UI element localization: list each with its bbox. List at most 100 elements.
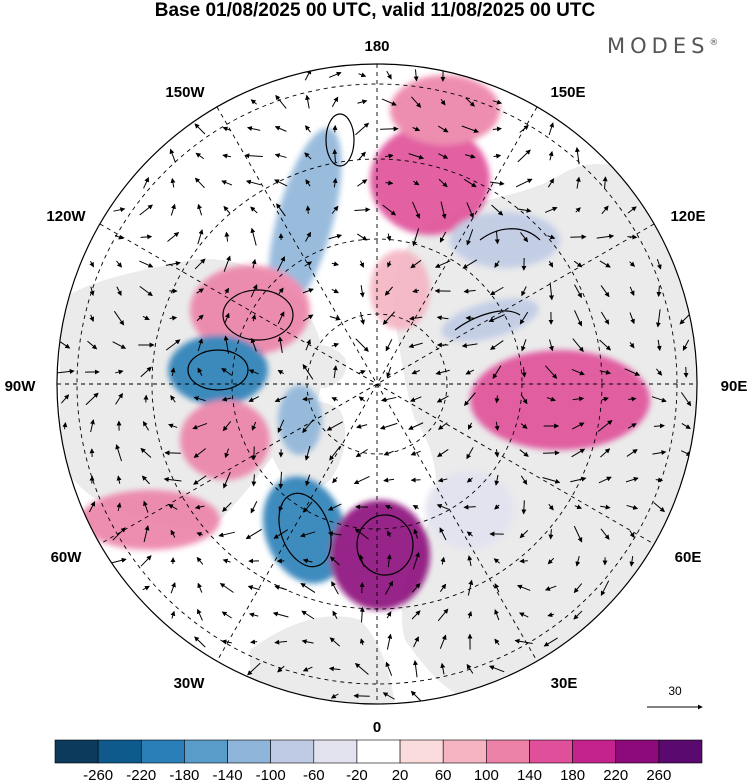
wind-vector <box>380 396 397 403</box>
wind-vector <box>656 368 663 376</box>
colorbar-label: -60 <box>303 767 325 783</box>
wind-vector <box>169 148 176 163</box>
wind-vector <box>273 529 289 539</box>
meridian-120w-60e <box>99 223 655 545</box>
wind-vector <box>112 557 127 564</box>
wind-vector <box>331 288 339 294</box>
wind-vector <box>629 286 635 296</box>
wind-vector <box>302 666 313 672</box>
wind-vector <box>218 531 235 538</box>
wind-vector <box>115 392 123 405</box>
wind-vector <box>304 445 311 461</box>
wind-vector <box>305 338 311 351</box>
wind-vector <box>574 504 583 510</box>
wind-vector <box>544 206 558 213</box>
colorbar-swatch <box>615 739 660 764</box>
wind-vector <box>629 530 635 539</box>
wind-vector <box>222 421 232 432</box>
wind-vector <box>519 558 528 564</box>
wind-vector <box>193 396 206 402</box>
wind-vector <box>547 557 555 565</box>
wind-vector <box>571 448 586 458</box>
wind-vector <box>277 665 285 673</box>
wind-vector <box>224 231 230 242</box>
wind-vector <box>197 229 204 245</box>
wind-vector <box>359 554 365 568</box>
wind-vector <box>251 421 257 431</box>
wind-vector <box>462 259 478 269</box>
wind-vector <box>305 179 311 187</box>
wind-vector <box>250 337 257 352</box>
wind-vector <box>466 663 474 674</box>
wind-vector <box>463 288 476 294</box>
wind-vector <box>491 204 504 216</box>
wind-vector <box>439 634 447 649</box>
wind-vector <box>302 314 314 322</box>
wind-vector <box>519 449 529 457</box>
wind-vector <box>328 71 342 78</box>
wind-vector <box>574 146 580 165</box>
wind-vector <box>575 176 581 189</box>
wind-vector <box>274 126 287 132</box>
wind-vector <box>490 340 504 350</box>
wind-vector <box>331 205 339 214</box>
wind-vector <box>546 396 556 402</box>
wind-vector <box>332 477 338 484</box>
wind-vector <box>245 528 262 540</box>
wind-vector <box>573 610 583 620</box>
wind-vector <box>547 178 555 188</box>
wind-vector <box>223 335 230 354</box>
anomaly-chukchi-high <box>370 250 430 330</box>
wind-vector <box>89 314 95 322</box>
wind-vector <box>494 421 500 432</box>
wind-vector <box>599 260 611 268</box>
wind-vector <box>386 633 393 650</box>
wind-vector <box>440 201 447 220</box>
wind-vector <box>193 475 207 485</box>
wind-vector <box>386 233 392 242</box>
anomaly-canada-low <box>168 335 268 405</box>
wind-vector <box>245 179 262 186</box>
wind-vector <box>358 369 366 375</box>
modes-logo: MODES® <box>607 34 718 58</box>
wind-vector <box>520 475 528 485</box>
wind-vector <box>626 504 639 510</box>
wind-vector <box>600 448 611 458</box>
wind-vector <box>329 556 340 566</box>
wind-vector <box>90 419 95 433</box>
wind-vector <box>492 99 503 105</box>
wind-vector <box>164 450 181 456</box>
wind-vector <box>548 529 554 540</box>
wind-vector <box>300 582 316 594</box>
wind-vector <box>354 207 371 213</box>
wind-vector <box>465 369 475 375</box>
wind-vector <box>466 531 473 537</box>
colorbar-label: -220 <box>126 767 156 783</box>
meridian-120e-60w <box>99 223 655 545</box>
wind-vector <box>359 311 365 325</box>
wind-vector <box>382 204 397 216</box>
wind-vector <box>413 636 419 648</box>
contour-okhotsk-low <box>479 228 541 241</box>
wind-vector <box>381 98 397 106</box>
wind-vector <box>494 395 500 404</box>
wind-vector <box>438 178 448 188</box>
wind-vector <box>328 666 341 672</box>
wind-vector <box>332 365 338 379</box>
wind-vector <box>600 528 610 540</box>
contour-canada-low <box>187 349 249 391</box>
wind-vector <box>139 204 153 216</box>
wind-vector <box>629 556 635 567</box>
contour-alaska-negative <box>325 113 355 167</box>
colorbar-label: -260 <box>83 767 113 783</box>
wind-vector <box>572 338 584 353</box>
wind-vector <box>655 477 664 483</box>
reference-vector-label: 30 <box>668 684 682 698</box>
wind-vector <box>222 558 231 564</box>
wind-vector <box>548 122 555 136</box>
colorbar-label: -20 <box>346 767 368 783</box>
wind-vector <box>222 471 231 489</box>
wind-vector <box>624 368 641 376</box>
colorbar-swatch <box>356 739 401 764</box>
